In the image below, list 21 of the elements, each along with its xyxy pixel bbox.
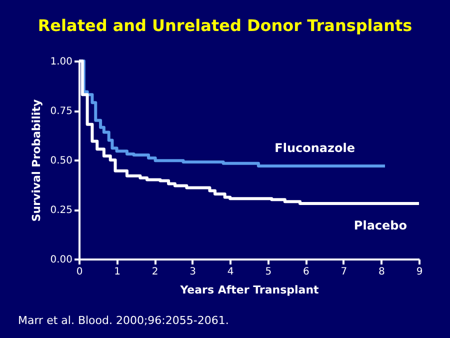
text: Marr et al. Blood. 2000;96:2055-2061. (18, 314, 229, 327)
x-tick-label: 6 (302, 266, 310, 278)
x-tick-label: 1 (114, 266, 120, 278)
y-axis-title: Survival Probability (30, 99, 44, 222)
y-tick-label: 0.50 (50, 156, 72, 166)
y-tick-label: 0.00 (50, 254, 72, 266)
x-tick-label: 3 (190, 266, 196, 278)
x-tick-label: 8 (378, 266, 385, 278)
series-label: Placebo (354, 218, 407, 233)
x-tick-label: 7 (340, 266, 348, 278)
x-tick-label: 0 (76, 266, 83, 278)
y-tick-label: 0.25 (50, 205, 72, 216)
y-tick-label: 0.75 (50, 106, 72, 117)
x-tick-label: 4 (227, 266, 234, 278)
x-axis-title: Years After Transplant (179, 284, 319, 296)
chart-title: Related and Unrelated Donor Transplants (38, 16, 412, 35)
y-tick-label: 1.00 (50, 56, 72, 68)
x-tick-label: 5 (265, 266, 272, 278)
series-label: Fluconazole (274, 140, 355, 155)
x-tick-label: 9 (416, 266, 423, 278)
x-tick-label: 2 (152, 266, 158, 278)
